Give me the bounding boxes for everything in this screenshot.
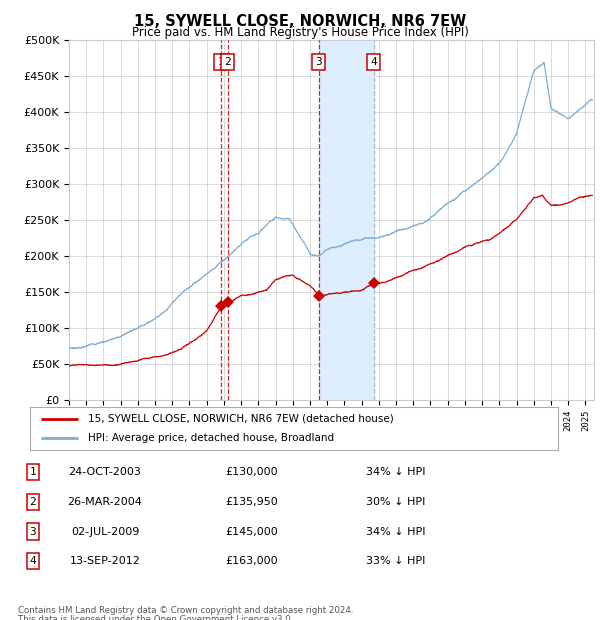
Text: This data is licensed under the Open Government Licence v3.0.: This data is licensed under the Open Gov… xyxy=(18,615,293,620)
Text: £163,000: £163,000 xyxy=(226,556,278,566)
Text: 4: 4 xyxy=(29,556,37,566)
Text: £145,000: £145,000 xyxy=(226,526,278,536)
Text: 1: 1 xyxy=(217,57,224,67)
Text: £130,000: £130,000 xyxy=(226,467,278,477)
Text: 24-OCT-2003: 24-OCT-2003 xyxy=(68,467,142,477)
Text: 13-SEP-2012: 13-SEP-2012 xyxy=(70,556,140,566)
Text: 02-JUL-2009: 02-JUL-2009 xyxy=(71,526,139,536)
Text: 30% ↓ HPI: 30% ↓ HPI xyxy=(367,497,425,507)
Text: £135,950: £135,950 xyxy=(226,497,278,507)
Text: Contains HM Land Registry data © Crown copyright and database right 2024.: Contains HM Land Registry data © Crown c… xyxy=(18,606,353,616)
Text: 4: 4 xyxy=(370,57,377,67)
Text: 3: 3 xyxy=(29,526,37,536)
Text: 15, SYWELL CLOSE, NORWICH, NR6 7EW: 15, SYWELL CLOSE, NORWICH, NR6 7EW xyxy=(134,14,466,29)
Text: 2: 2 xyxy=(224,57,231,67)
Text: Price paid vs. HM Land Registry's House Price Index (HPI): Price paid vs. HM Land Registry's House … xyxy=(131,26,469,39)
Text: 26-MAR-2004: 26-MAR-2004 xyxy=(68,497,142,507)
Text: 1: 1 xyxy=(29,467,37,477)
Text: HPI: Average price, detached house, Broadland: HPI: Average price, detached house, Broa… xyxy=(88,433,334,443)
Text: 34% ↓ HPI: 34% ↓ HPI xyxy=(366,467,426,477)
Text: 15, SYWELL CLOSE, NORWICH, NR6 7EW (detached house): 15, SYWELL CLOSE, NORWICH, NR6 7EW (deta… xyxy=(88,414,394,423)
Text: 34% ↓ HPI: 34% ↓ HPI xyxy=(366,526,426,536)
Text: 33% ↓ HPI: 33% ↓ HPI xyxy=(367,556,425,566)
Text: 2: 2 xyxy=(29,497,37,507)
Bar xyxy=(319,40,374,400)
Text: 3: 3 xyxy=(315,57,322,67)
